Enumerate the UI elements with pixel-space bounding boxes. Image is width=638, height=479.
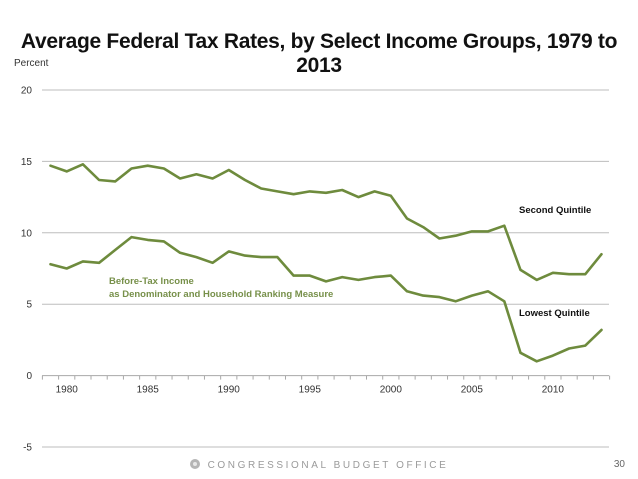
series-line-lowest-quintile <box>49 235 603 363</box>
y-tick-label-5: 5 <box>26 300 32 311</box>
y-tick-labels: 20 15 10 5 0 -5 <box>21 86 33 454</box>
annotation-ranking-measure: as Denominator and Household Ranking Mea… <box>109 289 333 300</box>
x-tick-label-1980: 1980 <box>56 385 79 396</box>
annotation-second-quintile: Second Quintile <box>519 205 591 216</box>
page-number: 30 <box>613 459 625 470</box>
cbo-logo-icon <box>189 459 200 469</box>
x-tick-label-2005: 2005 <box>461 385 484 396</box>
y-tick-label-0: 0 <box>26 371 32 382</box>
x-tick-label-2000: 2000 <box>380 385 403 396</box>
series-line-second-quintile <box>49 163 603 282</box>
footer-organization: CONGRESSIONAL BUDGET OFFICE <box>207 460 449 471</box>
annotation-lowest-quintile: Lowest Quintile <box>519 308 590 319</box>
x-tick-label-2010: 2010 <box>542 385 565 396</box>
y-axis-label: Percent <box>14 58 49 69</box>
y-tick-label-20: 20 <box>21 86 33 97</box>
y-tick-label--5: -5 <box>23 443 32 454</box>
y-tick-label-10: 10 <box>21 228 33 239</box>
chart-title: Average Federal Tax Rates, by Select Inc… <box>20 30 618 77</box>
x-tick-label-1995: 1995 <box>299 385 322 396</box>
x-tick-label-1990: 1990 <box>218 385 241 396</box>
series-lines <box>49 163 603 363</box>
gridlines <box>42 89 609 448</box>
annotations: Second Quintile Lowest Quintile Before-T… <box>109 205 591 319</box>
x-axis: 1980 1985 1990 1995 2000 2005 2010 <box>41 375 611 396</box>
x-tick-label-1985: 1985 <box>137 385 160 396</box>
annotation-before-tax-income: Before-Tax Income <box>109 276 194 287</box>
y-tick-label-15: 15 <box>21 157 33 168</box>
footer: CONGRESSIONAL BUDGET OFFICE <box>0 459 638 471</box>
